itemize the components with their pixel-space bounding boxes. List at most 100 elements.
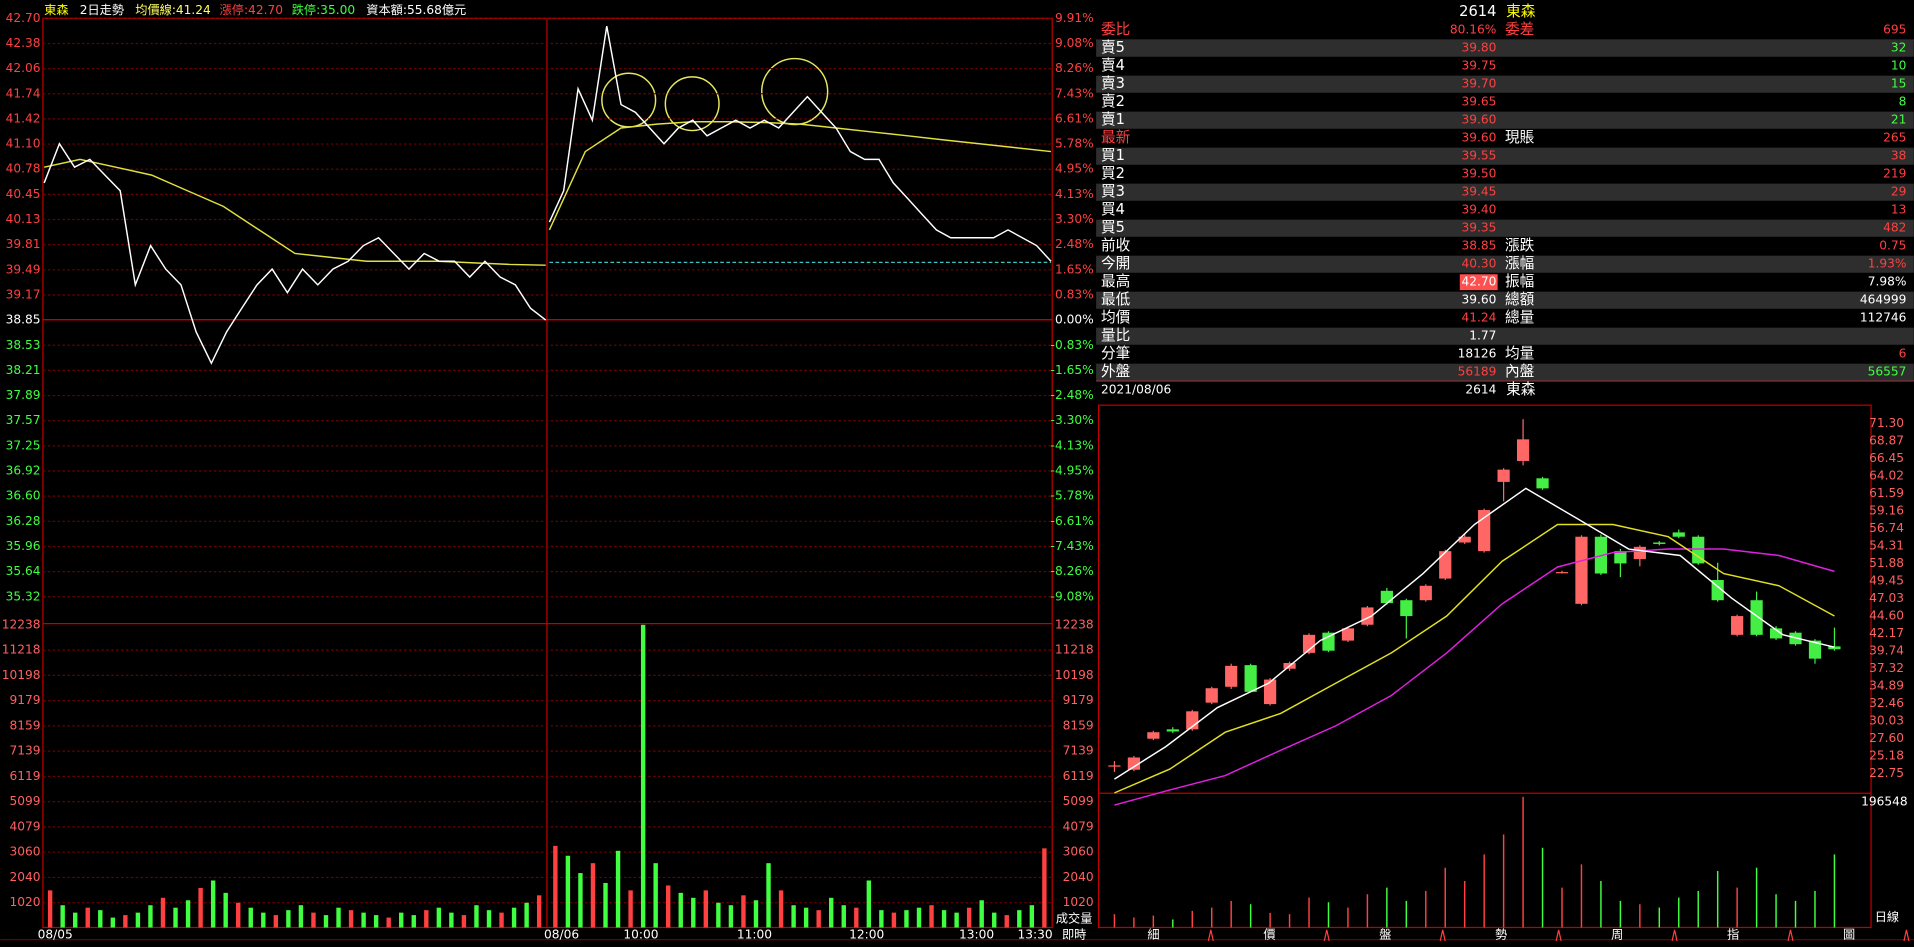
kline-name: 東森	[1506, 381, 1536, 398]
tab[interactable]: 盤	[1379, 927, 1391, 941]
quote-value: 219	[1883, 167, 1906, 181]
volume-bar	[210, 880, 216, 928]
kline-tick-label: 56.74	[1869, 521, 1904, 535]
candle-body	[1225, 665, 1238, 687]
pct-tick-label: 5.78%	[1055, 137, 1094, 151]
volume-tick-label: 1020	[9, 895, 40, 909]
volume-tick-label: 12238	[1055, 617, 1094, 631]
quote-label: 漲跌	[1505, 237, 1535, 254]
quote-label: 分筆	[1101, 345, 1130, 362]
pct-tick-label: -7.43%	[1051, 539, 1094, 553]
kline-tick-label: 39.74	[1869, 644, 1904, 658]
kline-tick-label: 64.02	[1869, 469, 1904, 483]
volume-tick-label: 1020	[1063, 895, 1094, 909]
volume-bar	[411, 915, 416, 928]
quote-value: 38	[1891, 149, 1907, 163]
quote-value: 6	[1899, 347, 1907, 361]
tab[interactable]: 指	[1727, 926, 1739, 941]
pct-tick-label: 3.30%	[1055, 212, 1094, 226]
quote-value: 42.70	[1462, 275, 1497, 289]
kline-tick-label: 22.75	[1869, 766, 1904, 780]
pct-tick-label: 6.61%	[1055, 111, 1094, 125]
volume-bar	[766, 863, 771, 928]
volume-tick-label: 6119	[9, 769, 40, 783]
pct-tick-label: -4.13%	[1051, 438, 1094, 452]
kline-tick-label: 54.31	[1869, 539, 1904, 553]
price-tick-label: 36.60	[6, 489, 41, 503]
price-tick-label: 37.57	[6, 413, 41, 427]
kline-tick-label: 49.45	[1869, 574, 1904, 588]
candle-body	[1264, 679, 1277, 705]
volume-bar	[461, 915, 467, 928]
candle-body	[1672, 532, 1685, 537]
quote-label: 漲幅	[1505, 255, 1534, 272]
quote-value: 21	[1891, 113, 1907, 127]
quote-value: 8	[1899, 95, 1907, 109]
price-tick-label: 35.96	[6, 539, 41, 553]
volume-bar	[373, 915, 379, 928]
price-tick-label: 42.70	[6, 11, 41, 25]
quote-label: 賣2	[1101, 93, 1125, 110]
candle-body	[1653, 542, 1666, 544]
volume-bar	[511, 907, 517, 928]
pct-tick-label: -2.48%	[1051, 388, 1094, 402]
candle-body	[1380, 590, 1393, 604]
volume-bar	[816, 910, 821, 928]
volume-bar	[590, 863, 596, 928]
pct-tick-label: 9.91%	[1055, 11, 1094, 25]
volume-bar	[1017, 910, 1022, 928]
row-bg	[1096, 219, 1914, 237]
volume-bar	[160, 897, 166, 928]
price-line	[548, 25, 1052, 262]
quote-value: 15	[1891, 77, 1907, 91]
tab[interactable]: 圖	[1843, 927, 1855, 941]
tab[interactable]: 價	[1263, 927, 1275, 941]
candle-body	[1536, 478, 1549, 489]
tab-separator	[1439, 929, 1446, 942]
volume-bar	[536, 895, 542, 928]
time-label: 10:00	[623, 927, 658, 941]
volume-bar	[98, 910, 103, 928]
price-tick-label: 42.38	[6, 36, 41, 50]
row-bg	[1096, 327, 1914, 345]
kline-tick-label: 44.60	[1869, 609, 1904, 623]
volume-bar	[941, 910, 947, 928]
volume-bar	[123, 915, 128, 928]
tab[interactable]: 勢	[1495, 926, 1507, 941]
kline-tick-label: 68.87	[1869, 433, 1904, 447]
time-label: 13:00	[959, 927, 994, 941]
quote-value: 39.55	[1462, 149, 1497, 163]
quote-label: 賣1	[1101, 111, 1125, 128]
volume-bar	[603, 882, 608, 928]
quote-value: 56557	[1868, 365, 1907, 379]
volume-bar	[486, 910, 492, 928]
pct-tick-label: 9.08%	[1055, 36, 1094, 50]
quote-value: 13	[1891, 203, 1907, 217]
pct-tick-label: -4.95%	[1051, 464, 1094, 478]
tab[interactable]: 周	[1611, 927, 1623, 941]
pct-tick-label: -6.61%	[1051, 514, 1094, 528]
quote-value: 39.65	[1462, 95, 1497, 109]
volume-bar	[791, 905, 796, 928]
quote-label: 最低	[1101, 291, 1131, 308]
volume-bar	[716, 902, 721, 928]
pct-tick-label: -0.83%	[1051, 338, 1094, 352]
volume-bar	[578, 873, 583, 928]
quote-label: 委差	[1505, 21, 1534, 38]
candle-body	[1439, 551, 1452, 579]
quote-label: 振幅	[1505, 273, 1534, 290]
pct-tick-label: -3.30%	[1051, 413, 1094, 427]
quote-label: 最高	[1101, 273, 1130, 290]
volume-bar	[298, 905, 304, 928]
volume-bar	[85, 907, 90, 928]
quote-label: 現賬	[1505, 129, 1535, 146]
quote-value: 39.45	[1462, 185, 1497, 199]
avg-line	[44, 158, 546, 266]
volume-bar	[841, 905, 846, 928]
price-tick-label: 37.25	[6, 438, 41, 452]
price-tick-label: 40.78	[6, 162, 41, 176]
volume-bar	[891, 912, 897, 928]
tab[interactable]: 細	[1147, 927, 1159, 941]
ma5-line	[1114, 487, 1835, 780]
